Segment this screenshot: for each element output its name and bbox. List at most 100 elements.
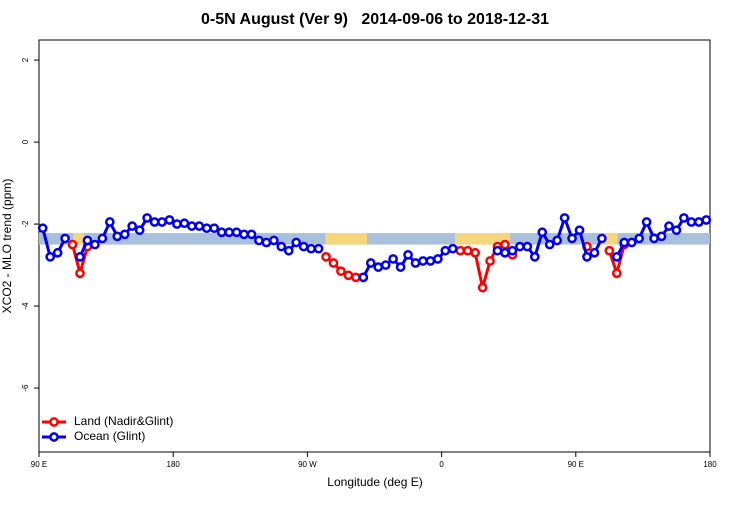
data-point	[45, 252, 56, 262]
x-tick-label: 90 W	[298, 460, 317, 469]
data-point	[418, 256, 428, 266]
data-point	[186, 221, 197, 231]
data-point	[604, 245, 615, 256]
x-tick-label: 0	[439, 460, 444, 469]
data-point	[269, 235, 279, 246]
data-point	[37, 223, 48, 234]
data-point	[515, 241, 525, 252]
land-band	[325, 233, 368, 245]
data-point	[283, 245, 294, 256]
data-point	[395, 262, 406, 272]
data-point	[537, 227, 548, 238]
data-point	[626, 237, 637, 248]
data-point	[313, 243, 324, 254]
data-point	[470, 247, 480, 258]
x-tick-label: 90 E	[568, 460, 584, 469]
land-band	[73, 233, 84, 245]
data-point	[157, 217, 167, 227]
data-point	[410, 258, 421, 268]
land-band	[599, 233, 618, 245]
data-point	[343, 270, 354, 281]
data-point	[172, 219, 182, 229]
data-point	[321, 252, 331, 262]
data-point	[634, 233, 645, 244]
data-point	[336, 266, 346, 277]
data-point	[60, 233, 70, 244]
data-point	[351, 272, 361, 283]
data-point	[52, 247, 63, 258]
data-point	[544, 239, 555, 250]
data-point	[246, 229, 257, 240]
data-point	[75, 252, 85, 262]
data-point	[194, 221, 205, 231]
data-point	[298, 241, 309, 252]
data-point	[671, 225, 682, 236]
data-point	[306, 243, 316, 254]
y-tick-label: -4	[21, 302, 30, 310]
data-point	[82, 235, 93, 246]
data-point	[433, 254, 443, 264]
data-point	[104, 217, 115, 227]
data-point	[611, 252, 622, 262]
data-point	[552, 235, 563, 246]
data-point	[261, 237, 272, 248]
data-point	[574, 225, 585, 236]
data-point	[701, 215, 712, 225]
data-point	[149, 217, 160, 227]
data-point	[231, 227, 242, 238]
data-point	[388, 254, 398, 264]
data-point	[216, 227, 227, 238]
data-point	[425, 256, 436, 266]
data-point	[127, 221, 138, 231]
data-point	[477, 282, 488, 293]
data-point	[619, 237, 630, 248]
data-point	[649, 233, 659, 244]
data-point	[291, 237, 302, 248]
data-point	[679, 213, 689, 223]
data-point	[380, 260, 391, 270]
y-tick-label: -6	[21, 384, 30, 392]
data-point	[500, 239, 510, 250]
data-point	[179, 218, 190, 229]
data-point	[328, 258, 339, 268]
data-point	[507, 245, 518, 256]
data-point	[254, 235, 264, 246]
data-point	[641, 217, 652, 227]
plot-frame	[38, 39, 711, 453]
legend-label: Land (Nadir&Glint)	[74, 414, 173, 428]
y-tick-label: 0	[21, 139, 30, 144]
data-point	[142, 213, 152, 223]
x-tick-label: 180	[703, 460, 717, 469]
data-point	[209, 223, 220, 234]
data-point	[276, 241, 287, 252]
data-point	[559, 213, 570, 223]
data-point	[403, 249, 413, 260]
data-point	[664, 221, 674, 231]
data-point	[440, 245, 451, 256]
data-point	[134, 225, 145, 236]
ocean-band	[39, 233, 710, 245]
data-point	[112, 231, 123, 242]
data-point	[462, 245, 473, 256]
data-point	[97, 233, 108, 244]
data-point	[67, 239, 78, 250]
data-point	[455, 245, 466, 256]
data-point	[119, 229, 130, 240]
y-tick-label: -2	[21, 220, 30, 228]
data-point	[201, 223, 212, 234]
data-point	[582, 252, 592, 262]
data-point	[656, 231, 667, 242]
y-axis-label: XCO2 - MLO trend (ppm)	[0, 179, 14, 314]
chart-title: 0-5N August (Ver 9) 2014-09-06 to 2018-1…	[201, 11, 549, 28]
land-band	[455, 233, 511, 245]
data-point	[567, 233, 577, 244]
x-tick-label: 90 E	[31, 460, 47, 469]
data-point	[224, 227, 234, 238]
y-tick-label: 2	[21, 57, 30, 62]
data-point	[447, 243, 458, 254]
data-point	[611, 268, 622, 279]
data-point	[500, 247, 510, 258]
data-point	[485, 256, 495, 266]
data-point	[164, 215, 175, 225]
data-point	[693, 217, 704, 227]
